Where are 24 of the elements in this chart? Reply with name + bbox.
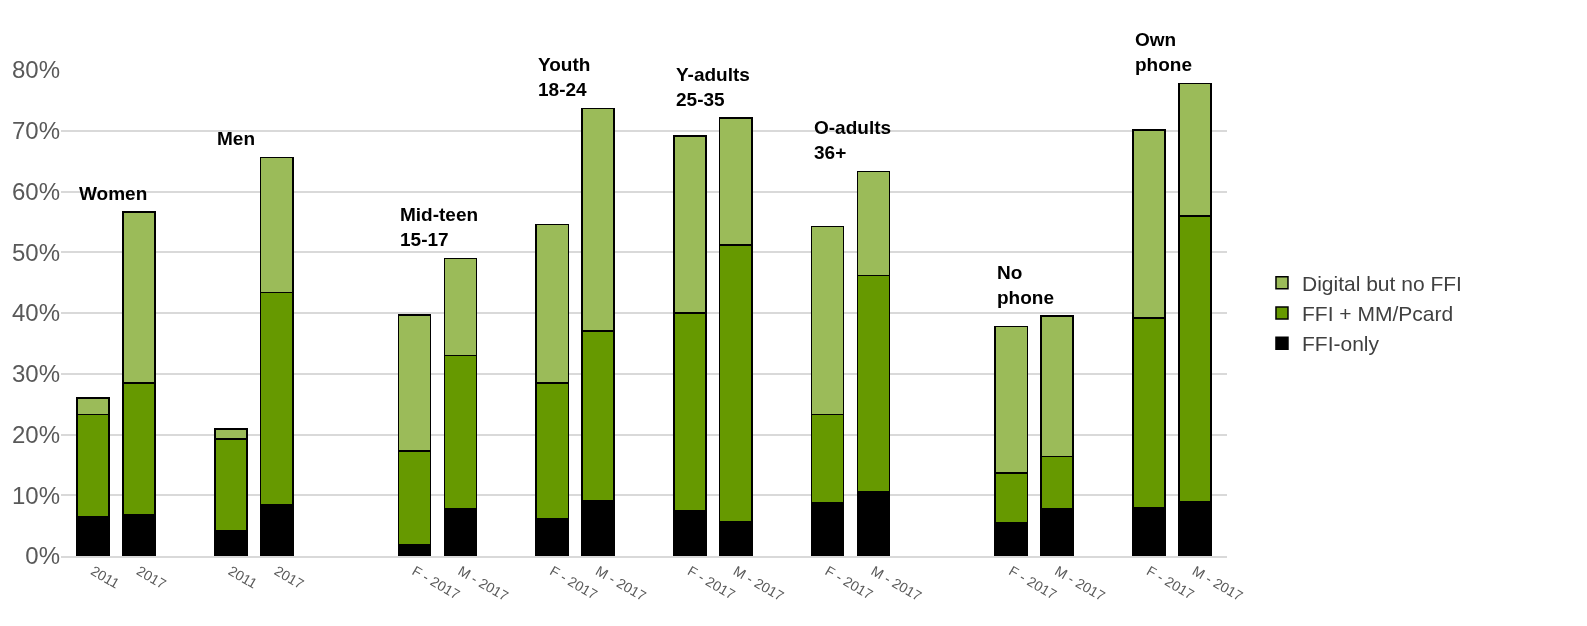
x-tick-label: 2011 [225,562,261,592]
legend-label: FFI + MM/Pcard [1301,302,1454,326]
y-tick-label: 30% [11,360,60,388]
y-tick-label: 0% [25,542,60,570]
annotation: Y-adults 25-35 [676,64,750,110]
x-tick-label: 2017 [134,562,170,593]
y-tick-label: 70% [11,117,60,145]
y-tick-label: 60% [11,177,60,205]
annotation: O-adults 36+ [814,117,892,163]
y-tick-label: 20% [11,420,60,448]
legend-label: FFI-only [1301,332,1380,356]
y-tick-label: 50% [11,238,60,266]
y-tick-label: 80% [11,56,60,84]
annotation: No phone [997,262,1054,308]
y-tick-label: 10% [11,481,60,509]
y-tick-label: 40% [11,299,60,327]
annotation: Youth 18-24 [538,54,591,100]
x-tick-label: 2017 [271,562,307,593]
annotation: Mid-teen 15-17 [400,204,479,250]
annotation: Women [79,183,148,204]
annotation: Own phone [1135,29,1192,75]
annotation: Men [217,128,255,149]
legend-label: Digital but no FFI [1301,271,1462,295]
x-tick-label: 2011 [88,562,123,592]
